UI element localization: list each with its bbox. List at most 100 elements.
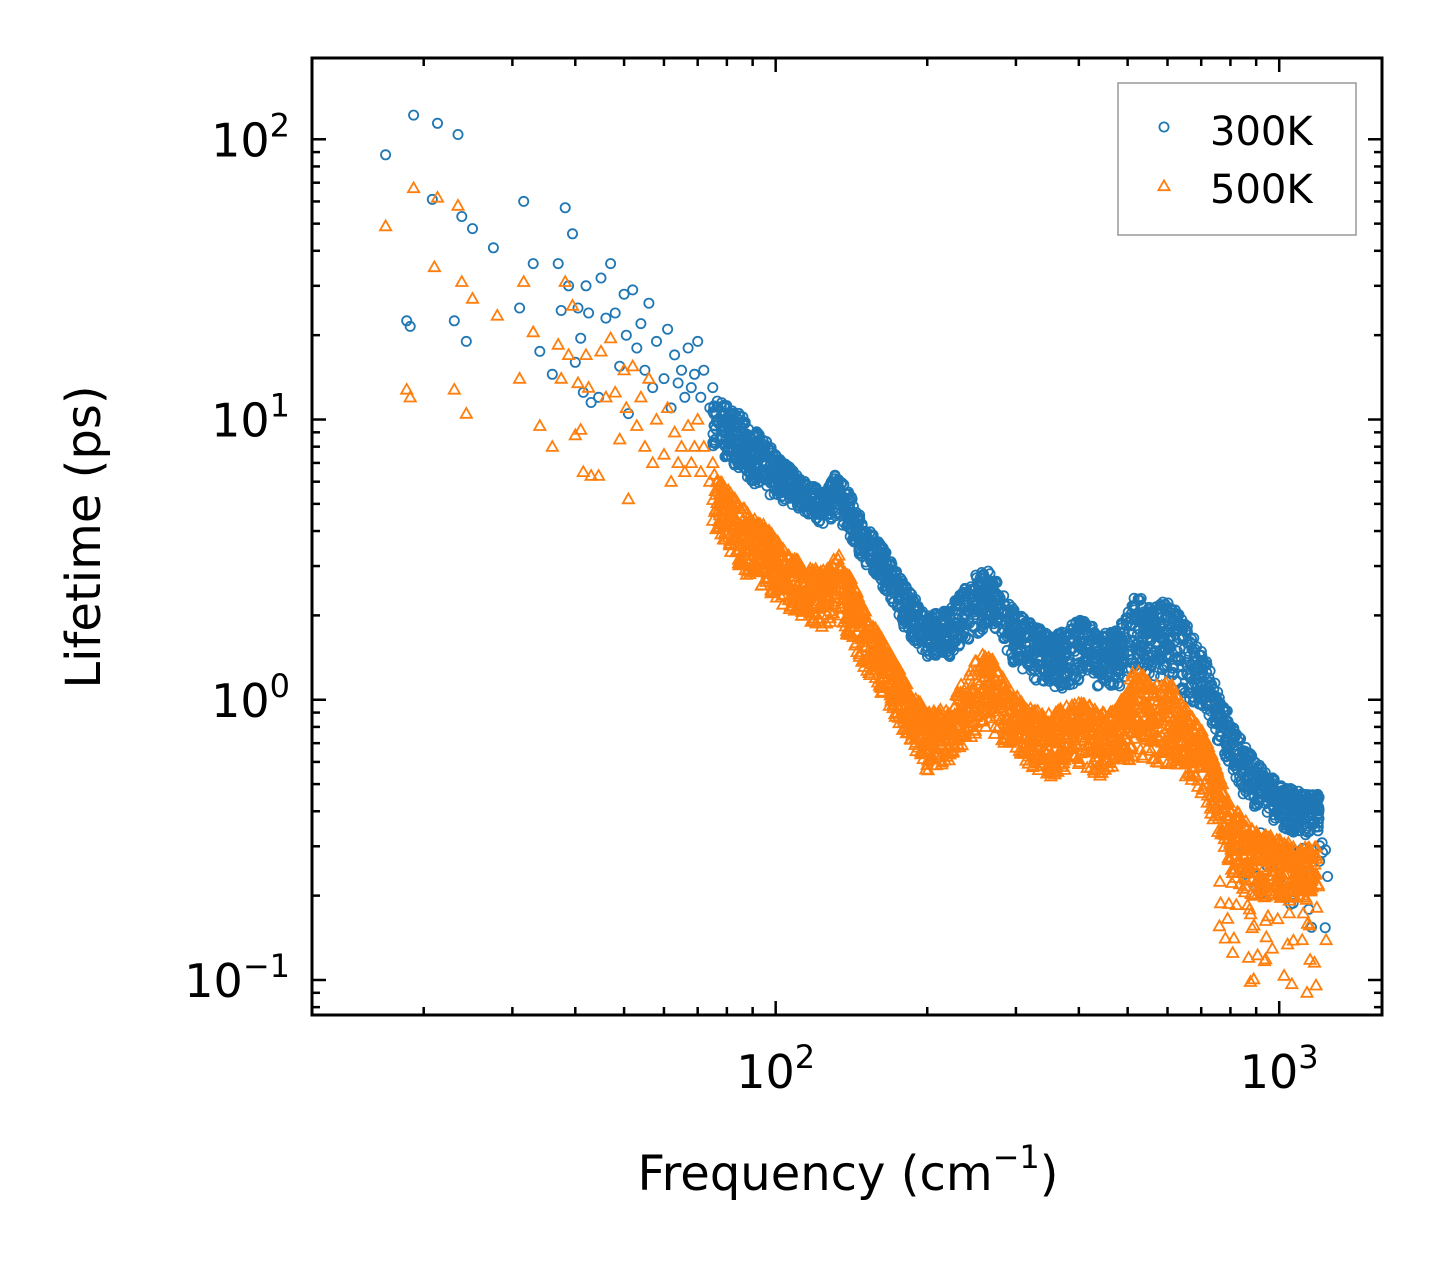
data-point xyxy=(581,380,596,393)
data-point xyxy=(1082,648,1094,660)
data-point xyxy=(1303,789,1315,801)
data-point xyxy=(1007,606,1019,618)
data-point xyxy=(1193,698,1205,710)
data-point xyxy=(527,258,539,270)
data-point xyxy=(662,323,674,335)
data-point xyxy=(639,364,651,376)
data-point xyxy=(552,258,564,270)
data-point xyxy=(1287,805,1299,817)
data-point xyxy=(603,330,618,344)
data-point xyxy=(905,630,917,642)
data-point xyxy=(1188,632,1200,644)
data-point xyxy=(487,242,499,254)
data-point xyxy=(512,371,527,384)
data-point xyxy=(1160,644,1172,656)
data-point xyxy=(629,418,644,431)
data-point xyxy=(942,645,954,657)
data-point xyxy=(1312,825,1324,837)
data-point xyxy=(1015,643,1027,655)
data-point xyxy=(963,606,975,618)
data-point xyxy=(622,408,634,420)
data-point xyxy=(955,600,967,612)
data-point xyxy=(850,523,862,535)
data-point xyxy=(620,329,632,341)
data-point xyxy=(555,304,567,316)
data-point xyxy=(1203,676,1215,688)
data-point xyxy=(546,368,558,380)
data-point xyxy=(1319,922,1331,934)
data-point xyxy=(674,439,689,452)
data-point xyxy=(1131,629,1143,641)
data-point xyxy=(575,332,587,344)
data-point xyxy=(695,391,707,403)
data-point xyxy=(1233,752,1245,764)
data-point xyxy=(631,342,643,354)
data-point xyxy=(605,258,617,270)
data-point xyxy=(1162,634,1174,646)
data-point xyxy=(1021,631,1033,643)
data-point xyxy=(1102,670,1114,682)
data-point xyxy=(936,614,948,626)
data-point xyxy=(658,373,670,385)
data-point xyxy=(906,619,918,631)
data-point xyxy=(689,368,701,380)
data-point xyxy=(1129,602,1141,614)
data-point xyxy=(874,548,886,560)
data-point xyxy=(565,298,580,311)
data-point xyxy=(976,614,988,626)
data-point xyxy=(1093,650,1105,662)
data-point xyxy=(705,455,720,469)
data-point xyxy=(676,364,688,376)
data-point xyxy=(573,422,588,435)
data-point xyxy=(1322,871,1334,883)
data-point xyxy=(1187,691,1199,703)
data-point xyxy=(1109,671,1121,683)
data-point xyxy=(969,621,981,633)
data-point xyxy=(585,396,597,408)
data-point xyxy=(643,297,655,309)
data-point xyxy=(408,109,420,121)
data-point xyxy=(860,559,872,571)
data-point xyxy=(1188,650,1200,662)
data-point xyxy=(514,302,526,314)
data-point xyxy=(609,307,621,319)
data-point xyxy=(1210,718,1222,730)
data-point xyxy=(1204,665,1216,677)
data-point xyxy=(572,302,584,314)
data-point xyxy=(1007,654,1019,666)
data-point xyxy=(1147,617,1159,629)
data-point xyxy=(1092,633,1104,645)
data-point xyxy=(810,513,822,525)
data-point xyxy=(532,418,547,431)
data-point xyxy=(534,345,546,357)
data-point xyxy=(953,622,965,634)
data-point xyxy=(963,633,975,645)
data-point xyxy=(567,228,579,240)
data-point xyxy=(576,464,591,478)
data-point xyxy=(894,578,906,590)
data-point xyxy=(944,634,956,646)
data-point xyxy=(427,259,442,273)
data-point xyxy=(1181,669,1193,681)
data-points xyxy=(378,109,1334,998)
data-point xyxy=(569,356,581,368)
data-point xyxy=(608,384,623,398)
data-point xyxy=(561,347,576,361)
data-point xyxy=(847,510,859,522)
data-point xyxy=(1177,668,1189,680)
data-point xyxy=(456,210,468,222)
data-point xyxy=(465,291,480,304)
data-point xyxy=(1208,689,1220,701)
data-point xyxy=(600,312,612,324)
data-point xyxy=(868,536,880,548)
data-point xyxy=(580,280,592,292)
data-point xyxy=(578,347,594,361)
data-point xyxy=(1268,814,1280,826)
data-point xyxy=(460,335,472,347)
data-point xyxy=(669,349,681,361)
data-point xyxy=(380,149,392,161)
data-point xyxy=(984,575,996,587)
data-point xyxy=(618,288,630,300)
data-point xyxy=(778,458,790,470)
data-point xyxy=(651,335,663,347)
